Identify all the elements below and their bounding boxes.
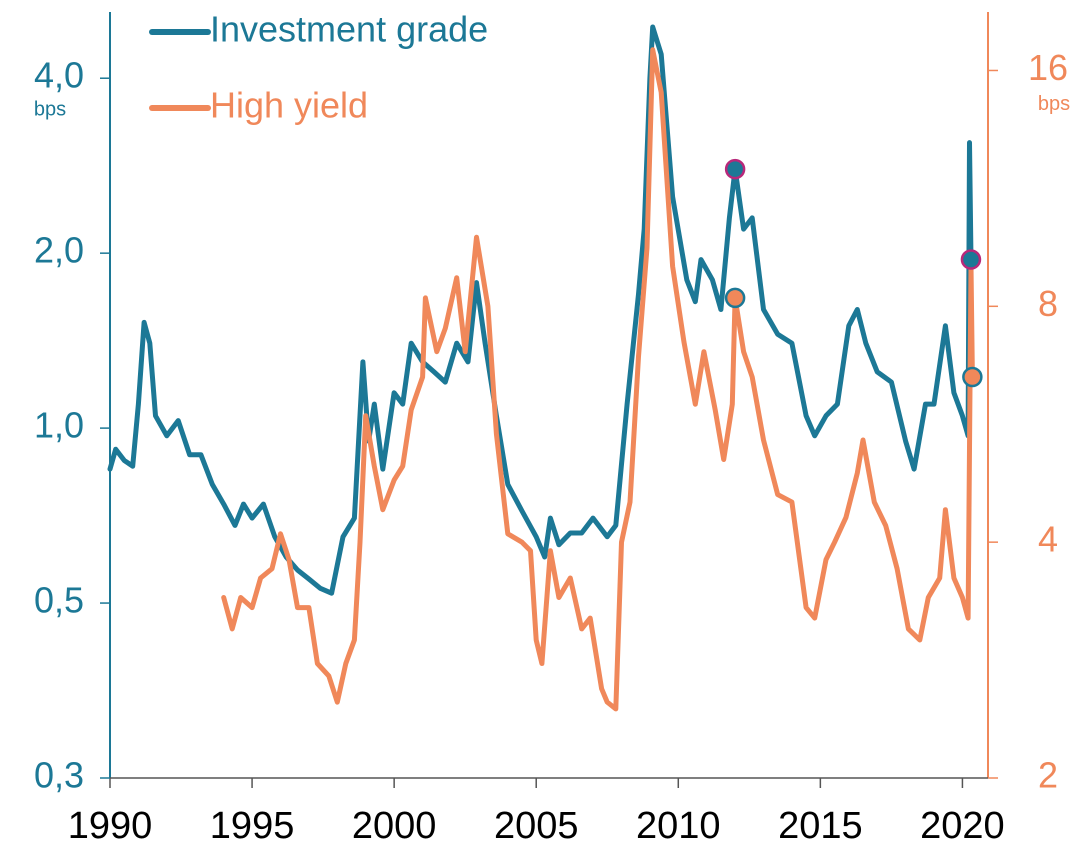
highlight-marker [960,249,982,270]
x-tick-label: 2015 [778,805,863,846]
x-tick-label: 2000 [352,805,437,846]
x-tick-label: 2020 [920,805,1005,846]
y-tick-label: 0,3 [34,755,84,796]
y2-tick-label: 4 [1038,519,1058,560]
x-tick-label: 1990 [68,805,153,846]
series-line [221,47,975,712]
y-tick-label: 1,0 [34,405,84,446]
y-tick-label: 2,0 [34,230,84,271]
highlight-marker [724,158,746,180]
y2-tick-label: 16 [1028,47,1068,88]
x-tick-label: 2010 [636,805,721,846]
legend-label: Investment grade [210,9,488,50]
y-tick-label: 0,5 [34,580,84,621]
series-line [107,24,974,596]
y2-unit: bps [1038,93,1070,115]
highlight-marker [962,366,983,388]
y-unit: bps [34,99,66,121]
highlight-marker [724,287,746,309]
y2-tick-label: 8 [1038,283,1058,324]
legend-label: High yield [210,85,368,126]
x-tick-label: 1995 [210,805,295,846]
y-tick-label: 4,0 [34,55,84,96]
y2-tick-label: 2 [1038,755,1058,796]
x-tick-label: 2005 [494,805,579,846]
